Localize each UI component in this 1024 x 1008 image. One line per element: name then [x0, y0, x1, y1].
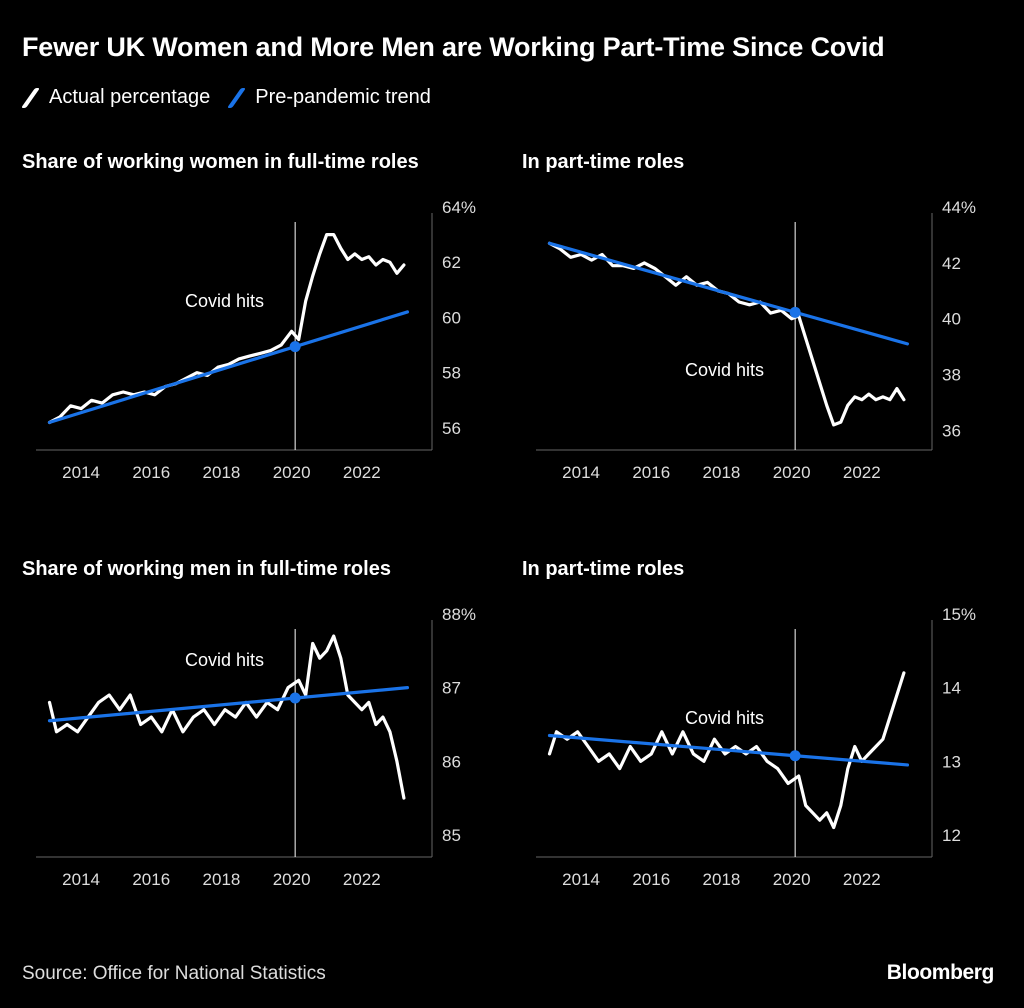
x-tick-label: 2014: [62, 463, 100, 482]
y-tick-label: 86: [442, 752, 461, 771]
x-tick-label: 2018: [703, 870, 741, 889]
actual-percentage-line: [47, 233, 406, 424]
y-tick-label: 87: [442, 679, 461, 698]
y-tick-label: 40: [942, 310, 961, 329]
y-tick-label: 85: [442, 826, 461, 845]
x-tick-label: 2014: [562, 870, 600, 889]
y-tick-label: 13: [942, 752, 961, 771]
y-tick-label: 44%: [942, 198, 976, 217]
x-tick-label: 2018: [203, 870, 241, 889]
covid-trend-point: [289, 341, 301, 353]
legend-item-actual: Actual percentage: [20, 86, 211, 109]
y-tick-label: 42: [942, 254, 961, 273]
x-tick-label: 2022: [843, 870, 881, 889]
y-tick-label: 15%: [942, 605, 976, 624]
x-tick-label: 2014: [562, 463, 600, 482]
covid-hits-label: Covid hits: [185, 650, 264, 670]
covid-trend-point: [789, 306, 801, 318]
pre-pandemic-trend-line: [47, 686, 410, 723]
covid-hits-label: Covid hits: [685, 360, 764, 380]
panel-title-men-full-time: Share of working men in full-time roles: [22, 558, 391, 580]
y-tick-label: 88%: [442, 605, 476, 624]
x-tick-label: 2016: [132, 463, 170, 482]
actual-percentage-line: [547, 671, 906, 830]
chart-title: Fewer UK Women and More Men are Working …: [22, 32, 885, 62]
x-tick-label: 2020: [273, 870, 311, 889]
y-tick-label: 62: [442, 253, 461, 272]
y-tick-label: 56: [442, 419, 461, 438]
legend-label-actual: Actual percentage: [49, 86, 211, 108]
x-tick-label: 2014: [62, 870, 100, 889]
y-tick-label: 12: [942, 826, 961, 845]
legend-label-trend: Pre-pandemic trend: [255, 86, 431, 108]
covid-trend-point: [289, 692, 301, 704]
x-tick-label: 2022: [843, 463, 881, 482]
covid-trend-point: [789, 750, 801, 762]
pre-pandemic-trend-line: [547, 241, 910, 346]
actual-percentage-line: [47, 634, 406, 800]
legend: Actual percentage Pre-pandemic trend: [20, 86, 449, 109]
x-tick-label: 2020: [773, 870, 811, 889]
x-tick-label: 2020: [273, 463, 311, 482]
y-tick-label: 14: [942, 679, 961, 698]
pre-pandemic-trend-line: [547, 733, 910, 767]
x-tick-label: 2022: [343, 870, 381, 889]
x-tick-label: 2018: [703, 463, 741, 482]
panel-title-women-part-time: In part-time roles: [522, 151, 685, 173]
y-tick-label: 36: [942, 421, 961, 440]
x-tick-label: 2016: [632, 870, 670, 889]
covid-hits-label: Covid hits: [185, 291, 264, 311]
x-tick-label: 2022: [343, 463, 381, 482]
y-tick-label: 58: [442, 364, 461, 383]
panel-title-men-part-time: In part-time roles: [522, 558, 685, 580]
panel-title-women-full-time: Share of working women in full-time role…: [22, 151, 419, 173]
y-tick-label: 64%: [442, 198, 476, 217]
x-tick-label: 2018: [203, 463, 241, 482]
y-tick-label: 60: [442, 308, 461, 327]
x-tick-label: 2016: [632, 463, 670, 482]
y-tick-label: 38: [942, 366, 961, 385]
x-tick-label: 2020: [773, 463, 811, 482]
covid-hits-label: Covid hits: [685, 708, 764, 728]
bloomberg-logo: Bloomberg: [886, 961, 995, 984]
x-tick-label: 2016: [132, 870, 170, 889]
legend-item-trend: Pre-pandemic trend: [227, 86, 431, 109]
source-note: Source: Office for National Statistics: [22, 963, 326, 984]
pre-pandemic-trend-line: [47, 310, 410, 424]
actual-percentage-line: [547, 241, 906, 427]
